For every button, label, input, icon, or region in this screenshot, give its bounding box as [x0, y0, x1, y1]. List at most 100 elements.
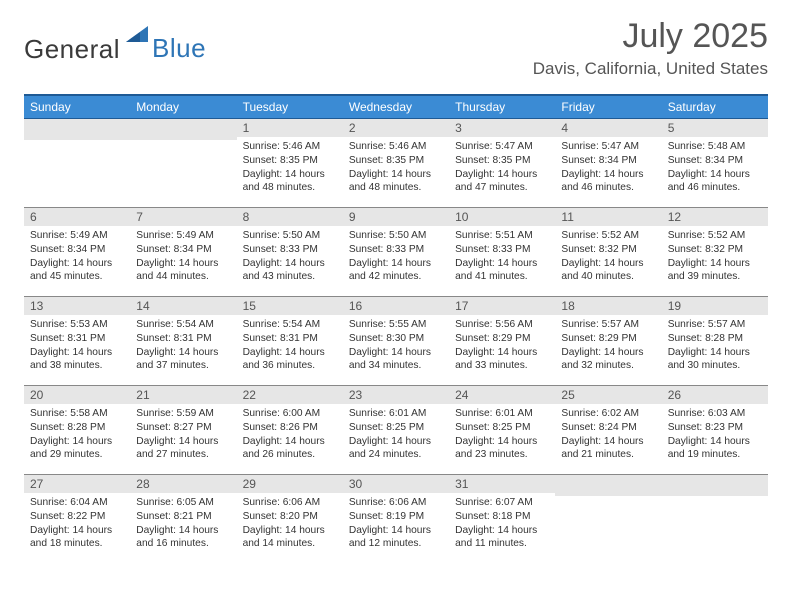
- calendar-cell: 18Sunrise: 5:57 AMSunset: 8:29 PMDayligh…: [555, 297, 661, 386]
- day-number: [555, 475, 661, 496]
- daylight-text: and 36 minutes.: [243, 359, 337, 373]
- day-details: Sunrise: 6:04 AMSunset: 8:22 PMDaylight:…: [24, 493, 130, 555]
- calendar-cell: 29Sunrise: 6:06 AMSunset: 8:20 PMDayligh…: [237, 475, 343, 564]
- calendar-week-row: 27Sunrise: 6:04 AMSunset: 8:22 PMDayligh…: [24, 475, 768, 564]
- day-details: Sunrise: 6:07 AMSunset: 8:18 PMDaylight:…: [449, 493, 555, 555]
- calendar-cell: 19Sunrise: 5:57 AMSunset: 8:28 PMDayligh…: [662, 297, 768, 386]
- calendar-cell: 12Sunrise: 5:52 AMSunset: 8:32 PMDayligh…: [662, 208, 768, 297]
- sunrise-text: Sunrise: 5:49 AM: [136, 229, 230, 243]
- day-number: 9: [343, 208, 449, 226]
- sunset-text: Sunset: 8:32 PM: [668, 243, 762, 257]
- daylight-text: and 14 minutes.: [243, 537, 337, 551]
- sunset-text: Sunset: 8:31 PM: [30, 332, 124, 346]
- daylight-text: Daylight: 14 hours: [455, 435, 549, 449]
- calendar-week-row: 1Sunrise: 5:46 AMSunset: 8:35 PMDaylight…: [24, 119, 768, 208]
- calendar-cell-empty: [24, 119, 130, 208]
- calendar-cell: 27Sunrise: 6:04 AMSunset: 8:22 PMDayligh…: [24, 475, 130, 564]
- daylight-text: Daylight: 14 hours: [243, 168, 337, 182]
- day-details: Sunrise: 5:50 AMSunset: 8:33 PMDaylight:…: [343, 226, 449, 288]
- day-number: 3: [449, 119, 555, 137]
- sunrise-text: Sunrise: 5:56 AM: [455, 318, 549, 332]
- sunset-text: Sunset: 8:34 PM: [136, 243, 230, 257]
- sunrise-text: Sunrise: 5:52 AM: [668, 229, 762, 243]
- day-details: [662, 496, 768, 553]
- sunrise-text: Sunrise: 6:05 AM: [136, 496, 230, 510]
- weekday-header: Friday: [555, 95, 661, 119]
- daylight-text: Daylight: 14 hours: [668, 168, 762, 182]
- day-details: Sunrise: 6:03 AMSunset: 8:23 PMDaylight:…: [662, 404, 768, 466]
- day-details: [130, 140, 236, 197]
- day-number: 8: [237, 208, 343, 226]
- day-details: Sunrise: 5:57 AMSunset: 8:28 PMDaylight:…: [662, 315, 768, 377]
- sunrise-text: Sunrise: 5:47 AM: [455, 140, 549, 154]
- day-details: Sunrise: 5:51 AMSunset: 8:33 PMDaylight:…: [449, 226, 555, 288]
- sunrise-text: Sunrise: 5:54 AM: [243, 318, 337, 332]
- sunset-text: Sunset: 8:35 PM: [349, 154, 443, 168]
- day-number: 23: [343, 386, 449, 404]
- weekday-header: Sunday: [24, 95, 130, 119]
- day-number: 25: [555, 386, 661, 404]
- day-number: 29: [237, 475, 343, 493]
- sunset-text: Sunset: 8:18 PM: [455, 510, 549, 524]
- daylight-text: and 32 minutes.: [561, 359, 655, 373]
- calendar-cell-empty: [662, 475, 768, 564]
- weekday-header: Tuesday: [237, 95, 343, 119]
- daylight-text: Daylight: 14 hours: [668, 435, 762, 449]
- daylight-text: Daylight: 14 hours: [349, 435, 443, 449]
- calendar-cell: 13Sunrise: 5:53 AMSunset: 8:31 PMDayligh…: [24, 297, 130, 386]
- sunset-text: Sunset: 8:33 PM: [455, 243, 549, 257]
- sunset-text: Sunset: 8:35 PM: [455, 154, 549, 168]
- sunset-text: Sunset: 8:35 PM: [243, 154, 337, 168]
- daylight-text: and 11 minutes.: [455, 537, 549, 551]
- weekday-header: Monday: [130, 95, 236, 119]
- daylight-text: Daylight: 14 hours: [349, 168, 443, 182]
- sunset-text: Sunset: 8:29 PM: [455, 332, 549, 346]
- sunset-text: Sunset: 8:25 PM: [455, 421, 549, 435]
- calendar-cell: 11Sunrise: 5:52 AMSunset: 8:32 PMDayligh…: [555, 208, 661, 297]
- day-details: Sunrise: 5:58 AMSunset: 8:28 PMDaylight:…: [24, 404, 130, 466]
- calendar-page: General Blue July 2025 Davis, California…: [0, 0, 792, 612]
- day-number: 19: [662, 297, 768, 315]
- day-details: Sunrise: 6:00 AMSunset: 8:26 PMDaylight:…: [237, 404, 343, 466]
- sunset-text: Sunset: 8:33 PM: [243, 243, 337, 257]
- day-details: Sunrise: 5:55 AMSunset: 8:30 PMDaylight:…: [343, 315, 449, 377]
- daylight-text: and 24 minutes.: [349, 448, 443, 462]
- sunrise-text: Sunrise: 5:50 AM: [349, 229, 443, 243]
- day-details: Sunrise: 6:02 AMSunset: 8:24 PMDaylight:…: [555, 404, 661, 466]
- daylight-text: and 19 minutes.: [668, 448, 762, 462]
- sunrise-text: Sunrise: 5:59 AM: [136, 407, 230, 421]
- daylight-text: Daylight: 14 hours: [668, 257, 762, 271]
- calendar-cell: 17Sunrise: 5:56 AMSunset: 8:29 PMDayligh…: [449, 297, 555, 386]
- daylight-text: Daylight: 14 hours: [455, 257, 549, 271]
- sunset-text: Sunset: 8:31 PM: [243, 332, 337, 346]
- title-block: July 2025 Davis, California, United Stat…: [533, 18, 768, 79]
- calendar-cell: 21Sunrise: 5:59 AMSunset: 8:27 PMDayligh…: [130, 386, 236, 475]
- calendar-cell: 15Sunrise: 5:54 AMSunset: 8:31 PMDayligh…: [237, 297, 343, 386]
- month-title: July 2025: [533, 18, 768, 55]
- weekday-header: Wednesday: [343, 95, 449, 119]
- day-number: 26: [662, 386, 768, 404]
- calendar-cell: 5Sunrise: 5:48 AMSunset: 8:34 PMDaylight…: [662, 119, 768, 208]
- daylight-text: and 12 minutes.: [349, 537, 443, 551]
- calendar-cell: 31Sunrise: 6:07 AMSunset: 8:18 PMDayligh…: [449, 475, 555, 564]
- calendar-cell: 16Sunrise: 5:55 AMSunset: 8:30 PMDayligh…: [343, 297, 449, 386]
- daylight-text: and 34 minutes.: [349, 359, 443, 373]
- calendar-cell: 24Sunrise: 6:01 AMSunset: 8:25 PMDayligh…: [449, 386, 555, 475]
- day-details: Sunrise: 5:52 AMSunset: 8:32 PMDaylight:…: [555, 226, 661, 288]
- sunrise-text: Sunrise: 5:57 AM: [561, 318, 655, 332]
- day-number: 11: [555, 208, 661, 226]
- daylight-text: Daylight: 14 hours: [30, 257, 124, 271]
- sunset-text: Sunset: 8:26 PM: [243, 421, 337, 435]
- day-details: Sunrise: 6:06 AMSunset: 8:19 PMDaylight:…: [343, 493, 449, 555]
- day-details: [555, 496, 661, 553]
- day-number: 21: [130, 386, 236, 404]
- sunrise-text: Sunrise: 6:04 AM: [30, 496, 124, 510]
- daylight-text: Daylight: 14 hours: [136, 435, 230, 449]
- sunrise-text: Sunrise: 5:52 AM: [561, 229, 655, 243]
- daylight-text: Daylight: 14 hours: [349, 524, 443, 538]
- calendar-cell-empty: [130, 119, 236, 208]
- day-number: 4: [555, 119, 661, 137]
- daylight-text: Daylight: 14 hours: [243, 257, 337, 271]
- brand-general: General: [24, 34, 120, 65]
- day-number: [24, 119, 130, 140]
